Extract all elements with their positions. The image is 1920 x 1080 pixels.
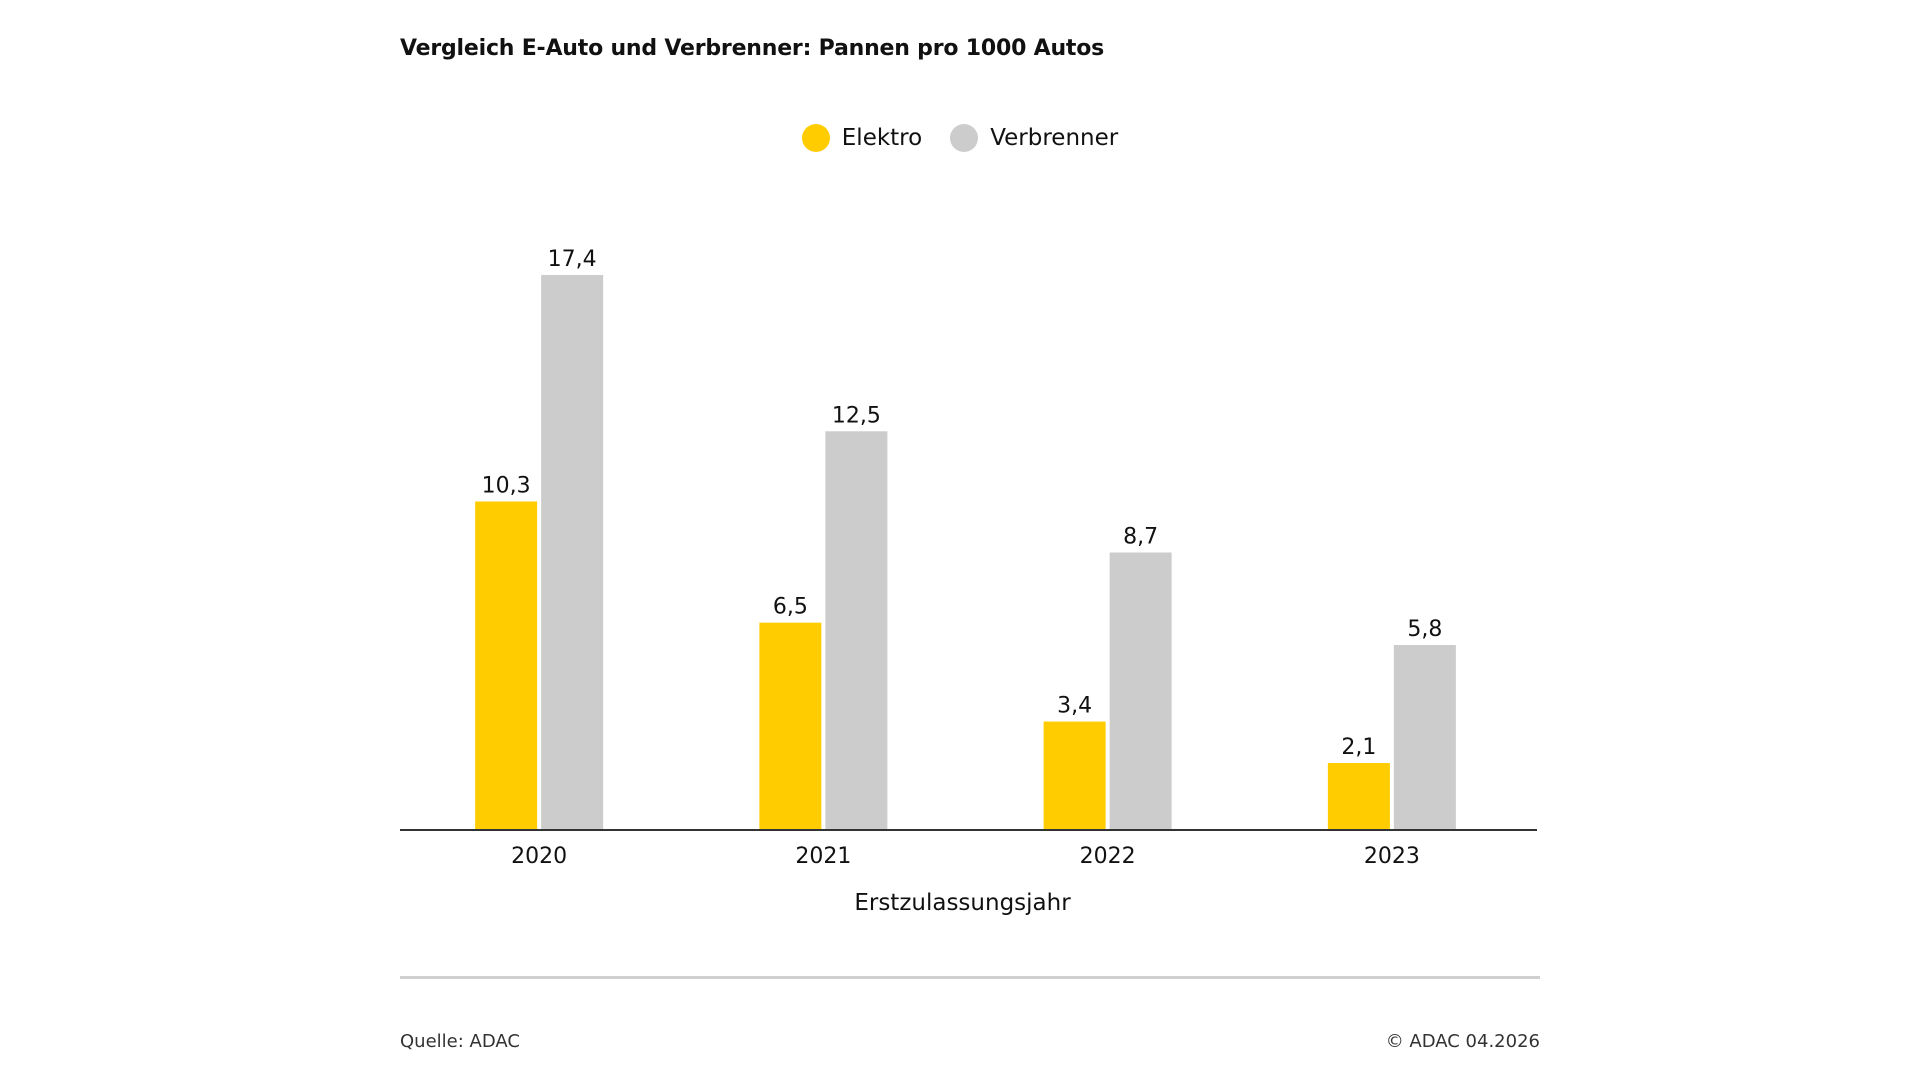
bar-verbrenner-2023 [1393, 645, 1456, 830]
data-label-elektro-2021: 6,5 [773, 595, 808, 620]
data-label-elektro-2022: 3,4 [1057, 694, 1092, 719]
copyright-note: © ADAC 04.2026 [1385, 1031, 1540, 1052]
bar-elektro-2023 [1327, 763, 1390, 830]
bar-chart: 10,3 17,4 2020 6,5 12,5 2021 3,4 8,7 2022 2,1 5,8 2… [400, 247, 1537, 916]
x-tick-label-2022: 2022 [1080, 844, 1136, 869]
data-label-verbrenner-2020: 17,4 [548, 247, 597, 272]
legend-item-verbrenner: Verbrenner [950, 124, 1118, 152]
footer-divider [400, 976, 1540, 979]
x-tick-label-2020: 2020 [511, 844, 567, 869]
chart-title: Vergleich E-Auto und Verbrenner: Pannen … [400, 36, 1105, 61]
legend-item-elektro: Elektro [801, 124, 923, 152]
data-label-verbrenner-2021: 12,5 [832, 403, 881, 428]
legend: Elektro Verbrenner [0, 124, 1920, 152]
bar-elektro-2020 [475, 501, 538, 830]
bar-verbrenner-2022 [1109, 552, 1172, 830]
bar-elektro-2022 [1043, 721, 1106, 830]
x-tick-label-2021: 2021 [795, 844, 851, 869]
bar-elektro-2021 [759, 622, 822, 830]
legend-swatch-elektro [801, 124, 830, 152]
legend-label-elektro: Elektro [841, 125, 923, 151]
x-axis-title: Erstzulassungsjahr [854, 890, 1071, 916]
legend-swatch-verbrenner [950, 124, 979, 152]
bar-verbrenner-2020 [541, 275, 604, 830]
bar-verbrenner-2021 [825, 431, 888, 830]
x-tick-label-2023: 2023 [1364, 844, 1420, 869]
data-label-verbrenner-2022: 8,7 [1123, 525, 1158, 550]
data-label-elektro-2020: 10,3 [482, 473, 531, 498]
data-label-elektro-2023: 2,1 [1341, 735, 1376, 760]
legend-label-verbrenner: Verbrenner [990, 125, 1119, 151]
source-note: Quelle: ADAC [400, 1031, 520, 1052]
data-label-verbrenner-2023: 5,8 [1407, 617, 1442, 642]
